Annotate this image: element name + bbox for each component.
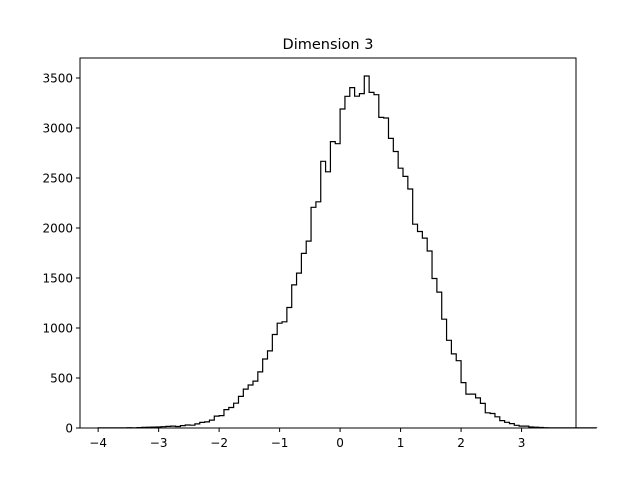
x-tick-label: −4: [89, 436, 107, 450]
x-tick-label: −1: [271, 436, 289, 450]
y-tick-label: 3500: [42, 72, 73, 86]
y-axis: 0 500 1000 1500 2000 2500 3000 3500: [42, 72, 80, 436]
x-tick-label: 0: [336, 436, 344, 450]
y-tick-label: 3000: [42, 122, 73, 136]
y-tick-label: 2500: [42, 172, 73, 186]
y-tick-label: 0: [65, 422, 73, 436]
x-tick-label: −2: [210, 436, 228, 450]
y-tick-label: 1000: [42, 322, 73, 336]
plot-area: [97, 75, 598, 429]
x-tick-label: 2: [457, 436, 465, 450]
x-axis: −4 −3 −2 −1 0 1 2 3: [89, 428, 525, 450]
y-tick-label: 1500: [42, 272, 73, 286]
x-tick-label: −3: [150, 436, 168, 450]
histogram-step-line: [97, 75, 598, 429]
x-tick-label: 1: [397, 436, 405, 450]
x-tick-label: 3: [518, 436, 526, 450]
y-tick-label: 500: [50, 372, 73, 386]
chart-title: Dimension 3: [283, 37, 374, 53]
axes-frame: [79, 57, 577, 429]
y-tick-label: 2000: [42, 222, 73, 236]
